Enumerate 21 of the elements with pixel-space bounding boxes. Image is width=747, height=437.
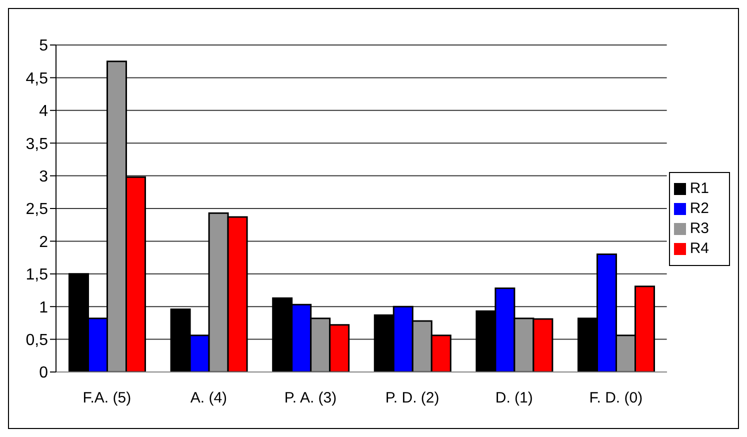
- y-tick-label: 0: [39, 364, 48, 382]
- y-tick-label: 4: [39, 103, 48, 120]
- legend-label: R2: [690, 200, 709, 216]
- y-tick-label: 1,5: [26, 266, 48, 284]
- x-tick-label: F.A. (5): [82, 390, 132, 407]
- x-tick-label: A. (4): [190, 390, 228, 407]
- x-tick-label: P. D. (2): [385, 390, 440, 407]
- y-tick-label: 2,5: [26, 201, 48, 218]
- x-tick-label: F. D. (0): [589, 390, 643, 407]
- y-tick-label: 0,5: [26, 332, 48, 349]
- y-tick-label: 2: [39, 234, 48, 251]
- legend-label: R1: [690, 180, 709, 196]
- y-tick-label: 1: [39, 299, 48, 316]
- y-tick-label: 4,5: [26, 70, 48, 88]
- x-tick-label: D. (1): [495, 390, 533, 407]
- legend-label: R4: [690, 240, 709, 256]
- y-tick-label: 3: [39, 168, 48, 186]
- y-tick-label: 3,5: [26, 136, 48, 153]
- legend-label: R3: [690, 220, 709, 236]
- y-tick-label: 5: [39, 38, 48, 55]
- x-tick-label: P. A. (3): [284, 390, 337, 407]
